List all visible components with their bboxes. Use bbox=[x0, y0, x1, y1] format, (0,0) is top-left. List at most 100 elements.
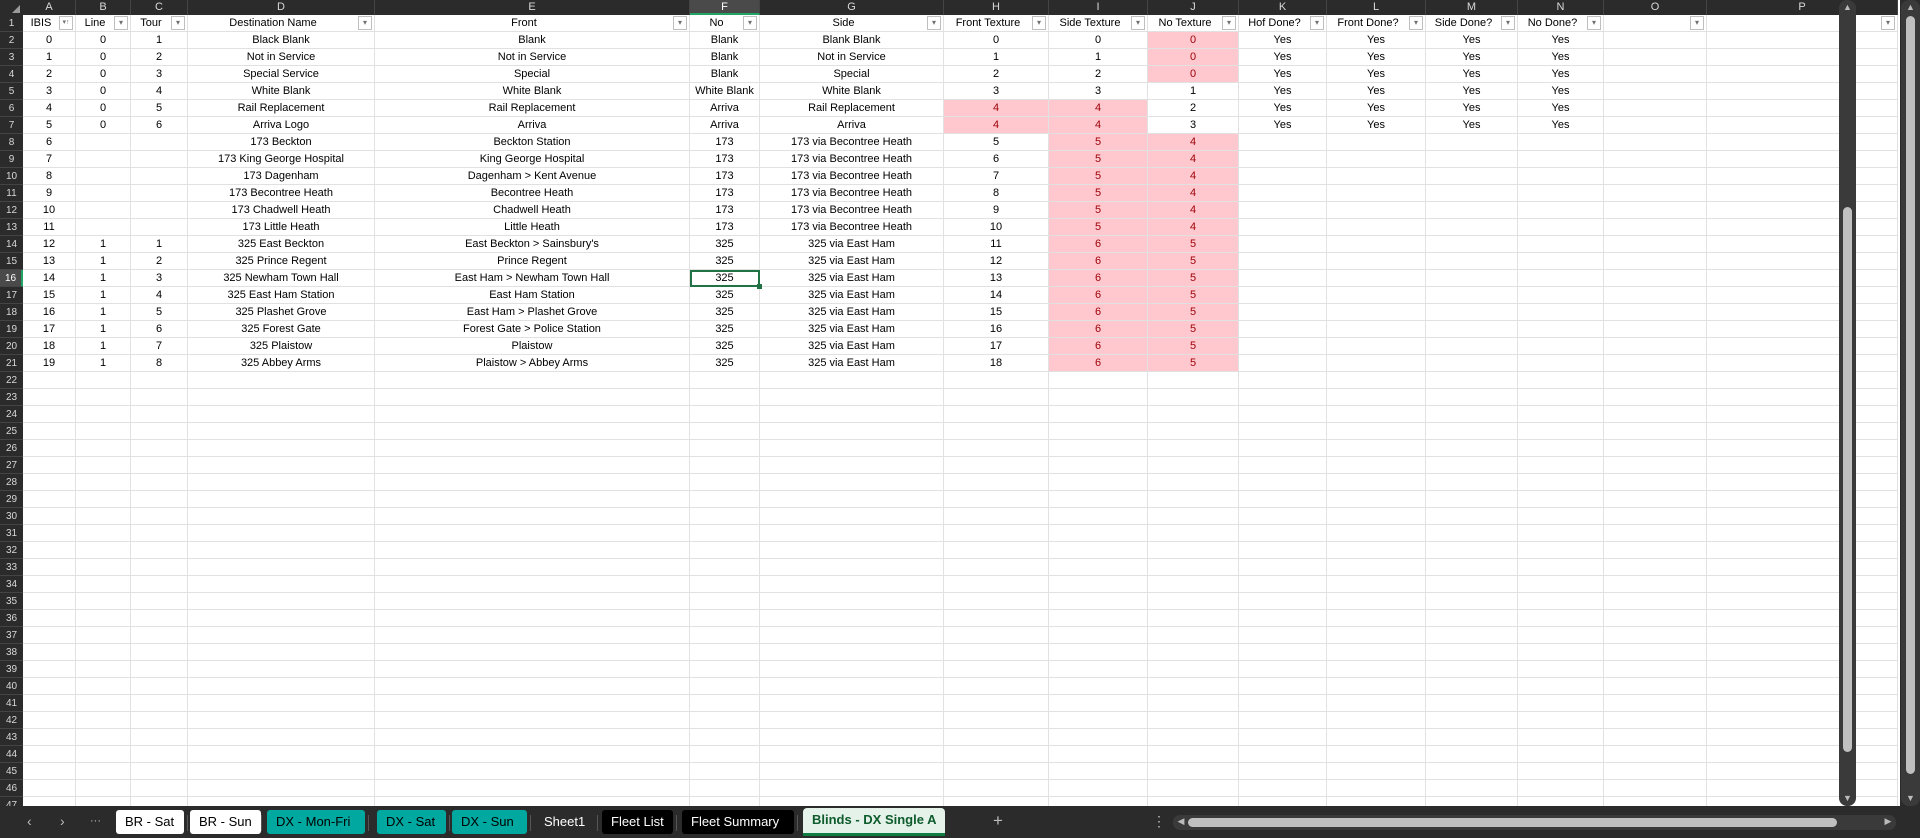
cell[interactable] bbox=[188, 372, 375, 389]
cell[interactable] bbox=[1707, 304, 1898, 321]
cell[interactable] bbox=[76, 644, 131, 661]
cell[interactable] bbox=[131, 593, 188, 610]
cell[interactable]: 325 via East Ham bbox=[760, 355, 944, 372]
cell[interactable] bbox=[1426, 202, 1518, 219]
cell[interactable]: 4 bbox=[131, 287, 188, 304]
cell[interactable] bbox=[1049, 491, 1148, 508]
cell[interactable] bbox=[76, 219, 131, 236]
cell[interactable]: Plaistow > Abbey Arms bbox=[375, 355, 690, 372]
cell[interactable] bbox=[23, 525, 76, 542]
cell[interactable] bbox=[1604, 355, 1707, 372]
cell[interactable] bbox=[76, 372, 131, 389]
cell[interactable] bbox=[1239, 457, 1327, 474]
cell[interactable] bbox=[944, 678, 1049, 695]
cell[interactable]: 1 bbox=[131, 32, 188, 49]
cell[interactable]: 173 Chadwell Heath bbox=[188, 202, 375, 219]
cell[interactable] bbox=[375, 372, 690, 389]
cell[interactable]: 6 bbox=[1049, 270, 1148, 287]
cell[interactable] bbox=[375, 525, 690, 542]
cell[interactable] bbox=[375, 474, 690, 491]
cell[interactable]: 10 bbox=[944, 219, 1049, 236]
cell[interactable]: 7 bbox=[23, 151, 76, 168]
row-header-7[interactable]: 7 bbox=[0, 117, 23, 134]
cell[interactable] bbox=[1707, 151, 1898, 168]
cell[interactable]: 325 via East Ham bbox=[760, 338, 944, 355]
cell[interactable] bbox=[1327, 253, 1426, 270]
cell[interactable] bbox=[1148, 763, 1239, 780]
cell[interactable] bbox=[1707, 321, 1898, 338]
cell[interactable] bbox=[1518, 542, 1604, 559]
filter-dropdown-icon[interactable]: ▾ bbox=[1131, 16, 1145, 30]
cell[interactable] bbox=[1327, 134, 1426, 151]
filter-dropdown-icon[interactable]: ▾ bbox=[114, 16, 128, 30]
cell[interactable] bbox=[690, 712, 760, 729]
cell[interactable] bbox=[1604, 83, 1707, 100]
cell[interactable]: Yes bbox=[1518, 83, 1604, 100]
header-cell[interactable]: No Done? ▾ bbox=[1518, 15, 1604, 32]
cell[interactable] bbox=[1426, 491, 1518, 508]
cell[interactable]: 6 bbox=[1049, 304, 1148, 321]
cell[interactable] bbox=[23, 542, 76, 559]
filter-dropdown-icon[interactable]: ▾ bbox=[673, 16, 687, 30]
cell[interactable] bbox=[131, 576, 188, 593]
cell[interactable] bbox=[1049, 372, 1148, 389]
cell[interactable] bbox=[76, 389, 131, 406]
cell[interactable] bbox=[76, 610, 131, 627]
cell[interactable]: 4 bbox=[1148, 134, 1239, 151]
cell[interactable] bbox=[1707, 525, 1898, 542]
cell[interactable] bbox=[188, 423, 375, 440]
cell[interactable] bbox=[1518, 661, 1604, 678]
cell[interactable] bbox=[944, 406, 1049, 423]
cell[interactable] bbox=[131, 389, 188, 406]
cell[interactable] bbox=[1426, 253, 1518, 270]
cell[interactable] bbox=[1604, 66, 1707, 83]
cell[interactable] bbox=[1049, 593, 1148, 610]
cell[interactable] bbox=[1604, 661, 1707, 678]
cell[interactable] bbox=[1518, 168, 1604, 185]
cell[interactable] bbox=[23, 797, 76, 806]
cell[interactable] bbox=[375, 763, 690, 780]
cell[interactable]: Yes bbox=[1426, 32, 1518, 49]
cell[interactable] bbox=[1327, 661, 1426, 678]
sheet-tab-dx-mon-fri[interactable]: DX - Mon-Fri bbox=[267, 810, 365, 834]
column-header-n[interactable]: N bbox=[1518, 0, 1604, 15]
filter-dropdown-icon[interactable]: ▾ bbox=[358, 16, 372, 30]
cell[interactable]: 325 Prince Regent bbox=[188, 253, 375, 270]
grid-vertical-scrollbar[interactable]: ▲ ▼ bbox=[1839, 0, 1856, 806]
cell[interactable] bbox=[1426, 576, 1518, 593]
cell[interactable] bbox=[1239, 338, 1327, 355]
header-cell[interactable]: Side Texture ▾ bbox=[1049, 15, 1148, 32]
cell[interactable]: White Blank bbox=[760, 83, 944, 100]
cell[interactable]: Yes bbox=[1327, 83, 1426, 100]
cell[interactable] bbox=[76, 185, 131, 202]
cell[interactable]: 0 bbox=[1148, 66, 1239, 83]
cell[interactable] bbox=[1239, 202, 1327, 219]
cell[interactable] bbox=[690, 525, 760, 542]
cell[interactable] bbox=[1518, 440, 1604, 457]
cell[interactable] bbox=[1327, 780, 1426, 797]
cell[interactable]: 2 bbox=[1148, 100, 1239, 117]
cell[interactable] bbox=[690, 508, 760, 525]
cell[interactable] bbox=[375, 593, 690, 610]
row-header-40[interactable]: 40 bbox=[0, 678, 23, 695]
cell[interactable] bbox=[131, 559, 188, 576]
cell[interactable]: 8 bbox=[944, 185, 1049, 202]
cell[interactable] bbox=[760, 457, 944, 474]
cell[interactable] bbox=[131, 644, 188, 661]
cell[interactable] bbox=[1604, 185, 1707, 202]
column-header-b[interactable]: B bbox=[76, 0, 131, 15]
cell[interactable] bbox=[1518, 457, 1604, 474]
cell[interactable] bbox=[131, 525, 188, 542]
cell[interactable] bbox=[1604, 780, 1707, 797]
cell[interactable] bbox=[1049, 729, 1148, 746]
cell[interactable] bbox=[760, 372, 944, 389]
column-header-d[interactable]: D bbox=[188, 0, 375, 15]
cell[interactable]: 5 bbox=[1049, 168, 1148, 185]
row-header-23[interactable]: 23 bbox=[0, 389, 23, 406]
cell[interactable] bbox=[1518, 797, 1604, 806]
cell[interactable] bbox=[188, 661, 375, 678]
cell[interactable] bbox=[1327, 423, 1426, 440]
column-header-m[interactable]: M bbox=[1426, 0, 1518, 15]
row-header-2[interactable]: 2 bbox=[0, 32, 23, 49]
cell[interactable]: Arriva bbox=[760, 117, 944, 134]
